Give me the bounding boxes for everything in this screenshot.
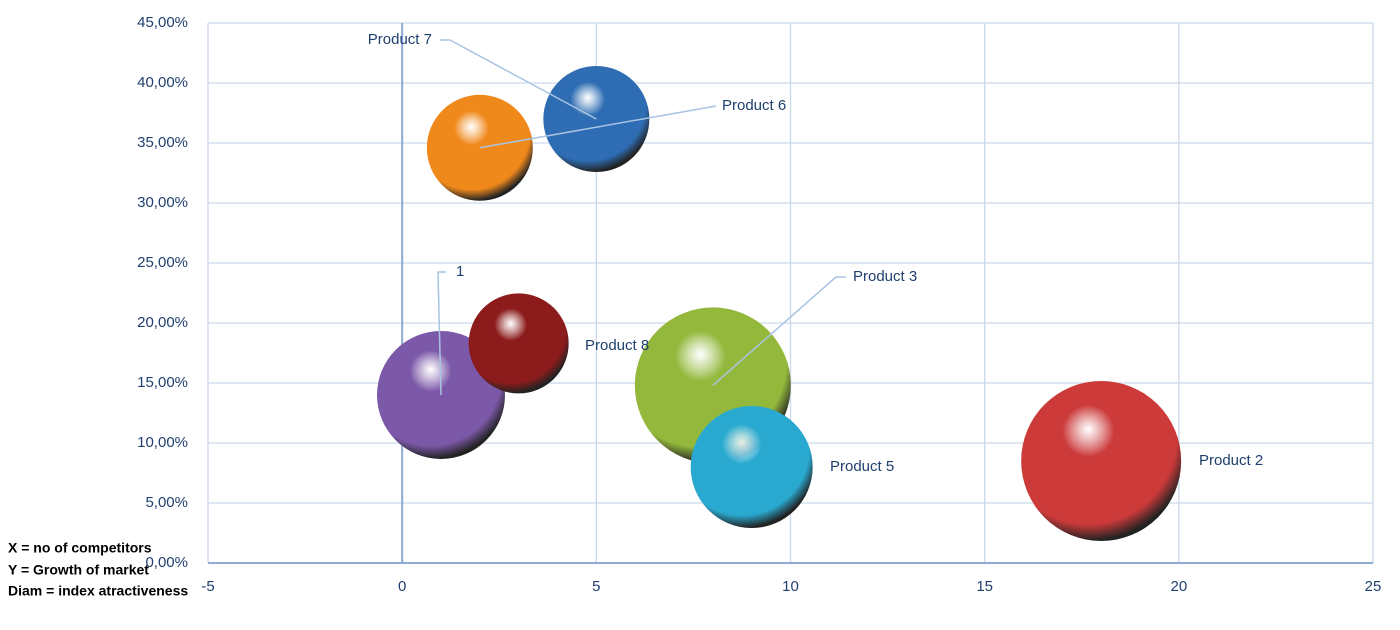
y-tick-label: 5,00% xyxy=(145,494,188,511)
leader-line xyxy=(440,39,597,120)
x-tick-label: 20 xyxy=(1170,578,1187,595)
x-tick-label: 5 xyxy=(592,578,600,595)
data-label: Product 3 xyxy=(853,268,917,285)
x-tick-label: 25 xyxy=(1365,578,1382,595)
data-label: Product 5 xyxy=(830,458,894,475)
bubble xyxy=(1021,381,1182,541)
y-tick-label: 0,00% xyxy=(145,554,188,571)
x-tick-label: 10 xyxy=(782,578,799,595)
annotation: Diam = index atractiveness xyxy=(8,583,188,599)
x-tick-label: 15 xyxy=(976,578,993,595)
bubble xyxy=(690,406,813,528)
y-tick-label: 10,00% xyxy=(137,434,188,451)
y-tick-label: 30,00% xyxy=(137,194,188,211)
y-tick-label: 15,00% xyxy=(137,374,188,391)
data-label: Product 2 xyxy=(1199,452,1263,469)
y-tick-label: 35,00% xyxy=(137,134,188,151)
annotation: Y = Growth of market xyxy=(8,562,149,578)
grid: 0,00% 5,00% 10,00% 15,00% 20,00% 25,00% 30,00%… xyxy=(137,14,1381,595)
y-tick-label: 40,00% xyxy=(137,74,188,91)
data-label: 1 xyxy=(456,263,464,280)
x-tick-label: 0 xyxy=(398,578,406,595)
y-tick-label: 45,00% xyxy=(137,14,188,31)
bubbles xyxy=(377,66,1182,541)
leader-line xyxy=(479,105,717,149)
y-tick-label: 20,00% xyxy=(137,314,188,331)
y-tick-label: 25,00% xyxy=(137,254,188,271)
annotation: X = no of competitors xyxy=(8,540,152,556)
labels: 1 Product 8 Product 6 Product 7 Product 3 Pro… xyxy=(368,31,1263,475)
data-label: Product 8 xyxy=(585,337,649,354)
x-tick-label: -5 xyxy=(201,578,214,595)
bubble xyxy=(468,293,569,394)
leader-line xyxy=(437,271,446,396)
leader-line xyxy=(712,276,846,386)
data-label: Product 6 xyxy=(722,97,786,114)
data-label: Product 7 xyxy=(368,31,432,48)
